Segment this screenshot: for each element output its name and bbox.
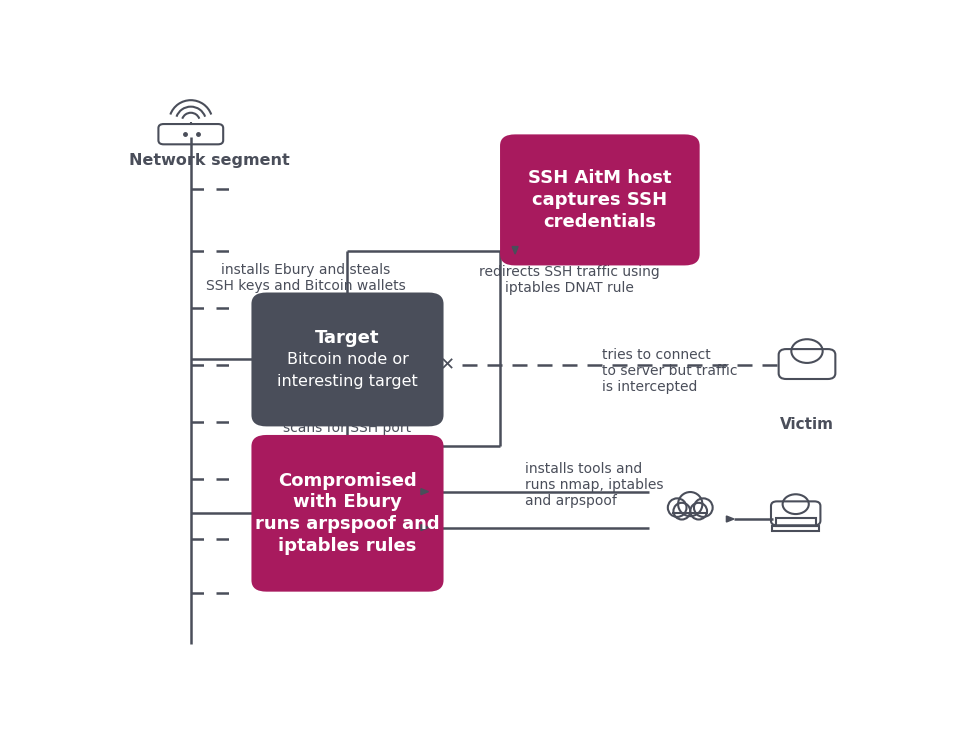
Text: interesting target: interesting target xyxy=(277,374,418,388)
Text: iptables rules: iptables rules xyxy=(278,536,417,555)
Text: Compromised: Compromised xyxy=(278,472,417,490)
Text: installs tools and
runs nmap, iptables
and arpspoof: installs tools and runs nmap, iptables a… xyxy=(525,462,663,508)
Polygon shape xyxy=(421,488,429,494)
Text: Victim: Victim xyxy=(780,417,834,432)
Text: captures SSH: captures SSH xyxy=(533,191,668,209)
Polygon shape xyxy=(512,246,518,254)
Text: Bitcoin node or: Bitcoin node or xyxy=(287,352,408,367)
FancyBboxPatch shape xyxy=(252,435,443,592)
FancyBboxPatch shape xyxy=(500,135,700,266)
Text: tries to connect
to server but traffic
is intercepted: tries to connect to server but traffic i… xyxy=(602,348,738,394)
Bar xyxy=(773,526,819,531)
Polygon shape xyxy=(421,525,429,531)
Text: runs arpspoof and: runs arpspoof and xyxy=(256,515,439,533)
Text: credentials: credentials xyxy=(543,212,656,231)
FancyBboxPatch shape xyxy=(252,292,443,426)
Polygon shape xyxy=(726,516,734,522)
Text: redirects SSH traffic using
iptables DNAT rule: redirects SSH traffic using iptables DNA… xyxy=(479,265,660,295)
Text: scans for SSH port: scans for SSH port xyxy=(284,421,411,435)
Bar xyxy=(776,518,816,526)
Text: Target: Target xyxy=(315,329,380,347)
Text: with Ebury: with Ebury xyxy=(293,494,402,511)
Text: ✕: ✕ xyxy=(439,356,455,374)
Text: installs Ebury and steals
SSH keys and Bitcoin wallets: installs Ebury and steals SSH keys and B… xyxy=(206,263,406,293)
Text: Network segment: Network segment xyxy=(129,152,290,167)
Polygon shape xyxy=(344,408,351,415)
Text: SSH AitM host: SSH AitM host xyxy=(528,169,672,187)
